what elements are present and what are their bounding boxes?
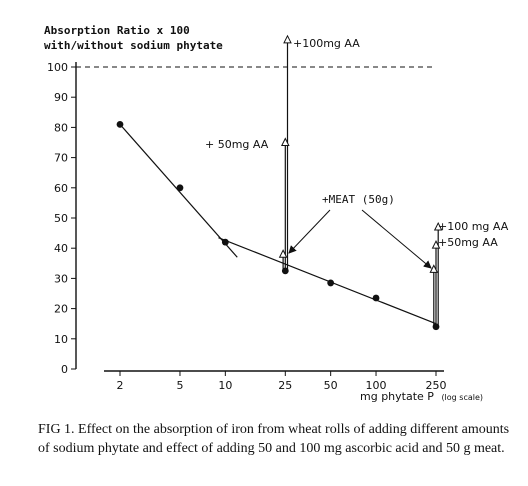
supplement-marker: [433, 221, 443, 231]
y-ticks: 0 10 20 30 40 50 60 70 80 90 100: [47, 61, 76, 376]
x-tick-label: 250: [426, 379, 447, 392]
arrow-meat-to-25: [288, 209, 331, 254]
annotation-50mg-aa-25: + 50mg AA: [205, 138, 269, 151]
x-ticks: 2 5 10 25 50 100 250: [117, 371, 447, 392]
annotation-meat: +MEAT (50g): [322, 193, 395, 206]
data-point: [116, 120, 124, 128]
y-tick-label: 100: [47, 61, 68, 74]
figure-chart: Absorption Ratio x 100 with/without sodi…: [44, 24, 509, 403]
annotation-100mg-aa-25: +100mg AA: [293, 37, 360, 50]
x-tick-label: 10: [218, 379, 232, 392]
y-tick-label: 80: [54, 121, 68, 134]
annotation-100mg-aa-250: +100 mg AA: [438, 220, 509, 233]
y-tick-label: 10: [54, 333, 68, 346]
x-tick-label: 100: [366, 379, 387, 392]
supplement-markers: [278, 34, 443, 273]
x-tick-label: 2: [117, 379, 124, 392]
data-point: [176, 184, 184, 192]
x-axis-label-main: mg phytate P: [360, 390, 434, 403]
y-tick-label: 50: [54, 212, 68, 225]
x-axis-label: mg phytate P (log scale): [360, 390, 483, 403]
axes: [75, 62, 444, 372]
fit-line: [218, 237, 437, 325]
supplement-marker: [283, 34, 292, 44]
data-point: [327, 279, 335, 287]
supplement-marker: [278, 249, 288, 258]
data-point: [372, 294, 380, 302]
x-tick-label: 25: [278, 379, 292, 392]
y-tick-label: 40: [54, 242, 68, 255]
y-tick-label: 0: [61, 363, 68, 376]
x-tick-label: 5: [176, 379, 183, 392]
y-tick-label: 60: [54, 182, 68, 195]
supplement-marker: [429, 264, 439, 273]
data-point: [281, 267, 289, 275]
figure-caption: FIG 1. Effect on the absorption of iron …: [38, 422, 510, 456]
fit-lines: [119, 123, 437, 325]
data-points: [116, 120, 440, 331]
x-axis-label-suffix: (log scale): [441, 393, 483, 402]
y-axis-label-line-1: Absorption Ratio x 100: [44, 24, 190, 37]
annotation-50mg-aa-250: +50mg AA: [438, 236, 498, 249]
y-tick-label: 20: [54, 303, 68, 316]
y-tick-label: 30: [54, 272, 68, 285]
x-tick-label: 50: [324, 379, 338, 392]
supplement-marker: [431, 240, 441, 249]
data-point: [432, 323, 440, 331]
y-tick-label: 90: [54, 91, 68, 104]
data-point: [221, 238, 229, 246]
arrow-meat-to-250: [361, 209, 432, 269]
supplement-lines: [282, 41, 439, 327]
y-axis-label-line-2: with/without sodium phytate: [44, 39, 223, 52]
supplement-marker: [280, 137, 290, 146]
y-tick-label: 70: [54, 152, 68, 165]
